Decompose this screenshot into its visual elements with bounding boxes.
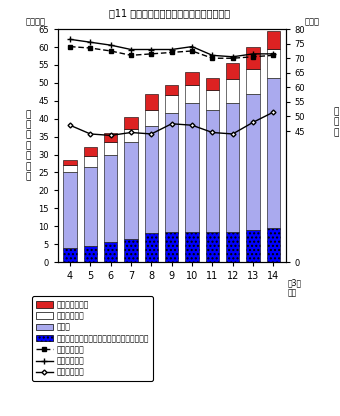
Text: 図11 大学院（修士課程）修了者の進路状況: 図11 大学院（修士課程）修了者の進路状況 — [109, 8, 231, 18]
Bar — [104, 133, 117, 142]
Bar — [165, 232, 178, 262]
Bar — [104, 142, 117, 155]
Bar — [226, 79, 239, 103]
Bar — [145, 126, 158, 233]
Bar — [246, 47, 260, 69]
Bar — [124, 239, 138, 262]
Bar — [124, 117, 138, 129]
Bar — [267, 49, 280, 77]
Bar — [124, 129, 138, 142]
Bar — [267, 228, 280, 262]
Bar — [267, 77, 280, 228]
Bar — [63, 248, 76, 262]
Bar — [63, 165, 76, 173]
Bar — [165, 85, 178, 95]
Bar — [185, 85, 199, 103]
Bar — [185, 232, 199, 262]
Bar — [226, 232, 239, 262]
Bar — [267, 31, 280, 49]
Bar — [185, 72, 199, 85]
Bar — [246, 69, 260, 94]
Bar — [145, 233, 158, 262]
Bar — [84, 246, 97, 262]
Bar — [206, 90, 219, 110]
Bar — [145, 110, 158, 126]
Text: 就
職
率: 就 職 率 — [333, 107, 338, 137]
Text: （千人）: （千人） — [26, 18, 46, 27]
Bar — [145, 94, 158, 110]
Bar — [246, 94, 260, 230]
Bar — [63, 173, 76, 248]
Text: 進
路
別
修
了
者
数: 進 路 別 修 了 者 数 — [26, 110, 31, 181]
Bar — [206, 77, 219, 90]
Bar — [124, 142, 138, 239]
Bar — [246, 230, 260, 262]
Bar — [165, 95, 178, 113]
Bar — [84, 147, 97, 156]
Legend: 死亡・不詳の者, 左記以外の者, 就職者, 進学者（就職し，かつ進学した者を含む。）, 就職率（計）, 就職率（男）, 就職率（女）: 死亡・不詳の者, 左記以外の者, 就職者, 進学者（就職し，かつ進学した者を含む… — [32, 296, 153, 381]
Bar — [185, 103, 199, 232]
Bar — [226, 63, 239, 79]
Bar — [104, 155, 117, 243]
Text: 年3月
修了: 年3月 修了 — [288, 278, 302, 298]
Bar — [226, 103, 239, 232]
Bar — [84, 156, 97, 167]
Text: （％）: （％） — [305, 18, 320, 27]
Bar — [104, 243, 117, 262]
Bar — [165, 113, 178, 232]
Bar — [84, 167, 97, 246]
Bar — [63, 160, 76, 165]
Bar — [206, 232, 219, 262]
Bar — [206, 110, 219, 232]
